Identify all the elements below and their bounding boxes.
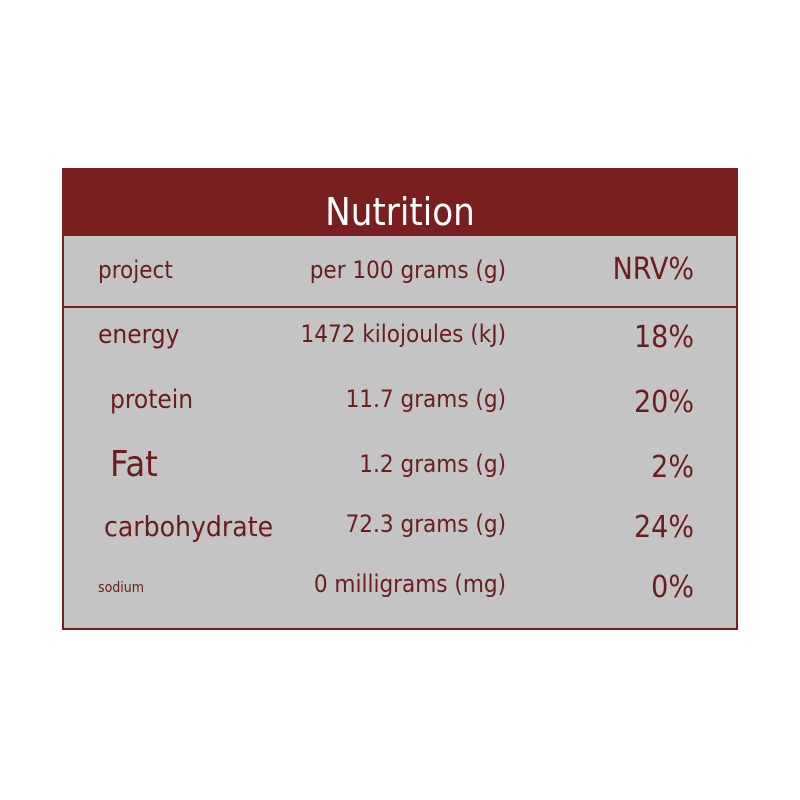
header-row: project per 100 grams (g) NRV% (64, 236, 736, 308)
table-cell: 72.3 grams (g) (345, 510, 506, 538)
table-cell: protein (110, 385, 194, 415)
nutrition-table: Nutrition project per 100 grams (g) NRV%… (62, 168, 738, 630)
table-cell: 0% (651, 570, 694, 605)
table-cell: 0 milligrams (mg) (313, 570, 506, 598)
table-cell: 20% (634, 385, 694, 420)
table-title: Nutrition (64, 170, 736, 236)
header-cell: project (98, 256, 173, 284)
header-cell: per 100 grams (g) (309, 256, 506, 284)
table-cell: 2% (651, 450, 694, 485)
table-cell: 18% (634, 320, 694, 355)
table-cell: sodium (98, 580, 145, 596)
table-cell: 1.2 grams (g) (359, 450, 506, 478)
table-cell: 1472 kilojoules (kJ) (300, 320, 506, 348)
table-cell: 11.7 grams (g) (345, 385, 506, 413)
table-cell: Fat (110, 444, 158, 485)
header-cell: NRV% (612, 252, 694, 287)
table-cell: energy (98, 320, 180, 350)
table-cell: carbohydrate (104, 510, 274, 543)
table-cell: 24% (634, 510, 694, 545)
